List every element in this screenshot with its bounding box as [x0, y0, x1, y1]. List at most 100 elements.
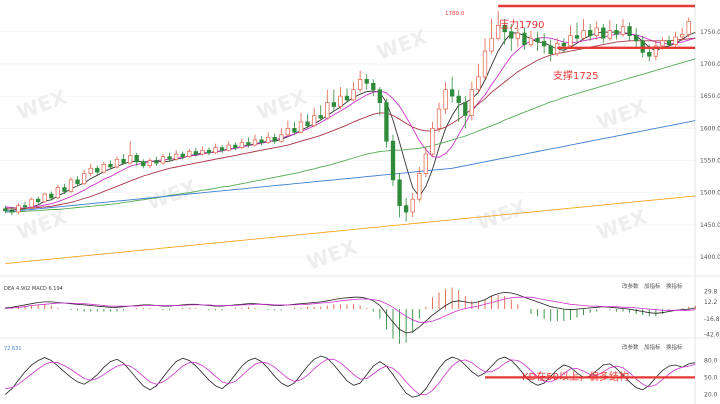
price-tick-label: 1400.0 — [700, 254, 720, 261]
candle-body — [627, 26, 632, 36]
candle-body — [673, 36, 678, 45]
price-tick-label: 1700.0 — [700, 61, 720, 68]
candle-body — [305, 121, 310, 127]
candle-body — [561, 42, 567, 47]
candle-body — [357, 79, 363, 91]
ma-20-line — [5, 37, 696, 209]
candle-body — [640, 40, 645, 53]
candle-body — [397, 179, 402, 206]
candle-body — [443, 89, 448, 110]
ma-250-line — [5, 195, 696, 265]
candle-body — [81, 173, 87, 185]
candle-body — [568, 35, 573, 47]
kd-tick-label: 50.0 — [704, 374, 718, 381]
top-price-label: 1789.0 — [445, 11, 465, 17]
candle-body — [206, 149, 212, 154]
kd-tick-label: 20.0 — [704, 391, 718, 398]
candle-body — [272, 137, 277, 142]
candle-body — [515, 32, 521, 39]
candle-body — [42, 193, 47, 203]
candle-body — [292, 127, 297, 133]
candle-body — [193, 151, 199, 155]
ma-10-line — [5, 33, 696, 209]
candle-body — [456, 95, 461, 103]
candle-body — [502, 24, 507, 33]
candle-body — [265, 137, 271, 143]
candle-body — [463, 102, 468, 116]
candle-body — [338, 95, 343, 107]
candle-body — [75, 179, 80, 185]
candle-body — [311, 115, 317, 127]
macd-tick-label: -42.6 — [704, 332, 720, 339]
candle-body — [127, 155, 133, 164]
candle-body — [49, 193, 54, 199]
candle-body — [187, 151, 192, 158]
candle-body — [581, 30, 586, 39]
kd-lines — [5, 355, 696, 398]
moving-average-lines — [5, 31, 696, 265]
candle-body — [331, 102, 337, 107]
candle-body — [541, 41, 547, 47]
candle-body — [88, 167, 93, 174]
macd-header: DEA 4.902 MACD 6.194 — [4, 286, 63, 292]
candle-body — [9, 210, 15, 213]
kd-axis: 80.0 50.0 20.0 — [704, 357, 718, 398]
ma-60-line — [5, 58, 696, 213]
candle-body — [601, 27, 606, 39]
candle-body — [160, 156, 166, 164]
candle-body — [141, 161, 146, 167]
annotation-layer: 压力1790 支撑1725 — [498, 4, 695, 82]
candle-body — [660, 40, 665, 47]
candle-body — [653, 45, 659, 57]
candle-body — [22, 205, 28, 208]
candle-body — [226, 144, 231, 151]
price-tick-label: 1550.0 — [700, 158, 720, 165]
macd-controls: 改参数 加指标 换指标 — [622, 282, 683, 290]
candle-body — [679, 33, 685, 38]
candle-body — [410, 198, 415, 213]
candle-body — [344, 95, 350, 101]
candle-body — [200, 149, 205, 155]
candle-body — [620, 26, 626, 35]
candle-body — [417, 173, 422, 200]
candle-body — [121, 158, 126, 164]
candlestick-series — [3, 11, 691, 222]
candle-body — [213, 147, 218, 154]
price-tick-label: 1600.0 — [700, 125, 720, 132]
macd-panel: DEA 4.902 MACD 6.194 改参数 加指标 换指标 29.8 12.2 -… — [0, 275, 720, 344]
candle-body — [351, 89, 356, 101]
macd-dea-line — [5, 296, 696, 323]
candle-body — [219, 147, 225, 151]
candle-body — [430, 127, 435, 155]
candle-body — [528, 37, 534, 45]
candle-body — [173, 153, 179, 160]
candle-body — [522, 32, 527, 45]
candle-body — [449, 89, 455, 97]
candle-body — [482, 50, 488, 78]
candle-body — [371, 82, 376, 91]
kd-d-line — [5, 358, 696, 396]
candle-body — [62, 187, 67, 192]
macd-tick-label: 29.8 — [704, 288, 718, 295]
candle-body — [147, 160, 153, 167]
kd-tick-label: 80.0 — [704, 357, 718, 364]
candle-body — [108, 164, 113, 168]
indicator-control-0: 改参数 — [622, 343, 639, 351]
candle-body — [101, 164, 107, 173]
candle-body — [489, 37, 494, 52]
macd-axis: 29.8 12.2 -16.8 -42.6 — [704, 288, 720, 338]
candle-body — [252, 139, 258, 146]
candle-body — [3, 208, 8, 212]
indicator-control-2: 换指标 — [666, 282, 683, 290]
support-label: 支撑1725 — [553, 69, 598, 82]
candle-body — [535, 37, 540, 42]
indicator-control-1: 加指标 — [644, 282, 661, 290]
candle-body — [68, 179, 74, 192]
candle-body — [607, 30, 613, 39]
candle-body — [423, 153, 429, 174]
kd-controls: 改参数 加指标 换指标 — [622, 343, 683, 351]
candle-body — [666, 40, 672, 45]
candle-body — [246, 142, 251, 146]
